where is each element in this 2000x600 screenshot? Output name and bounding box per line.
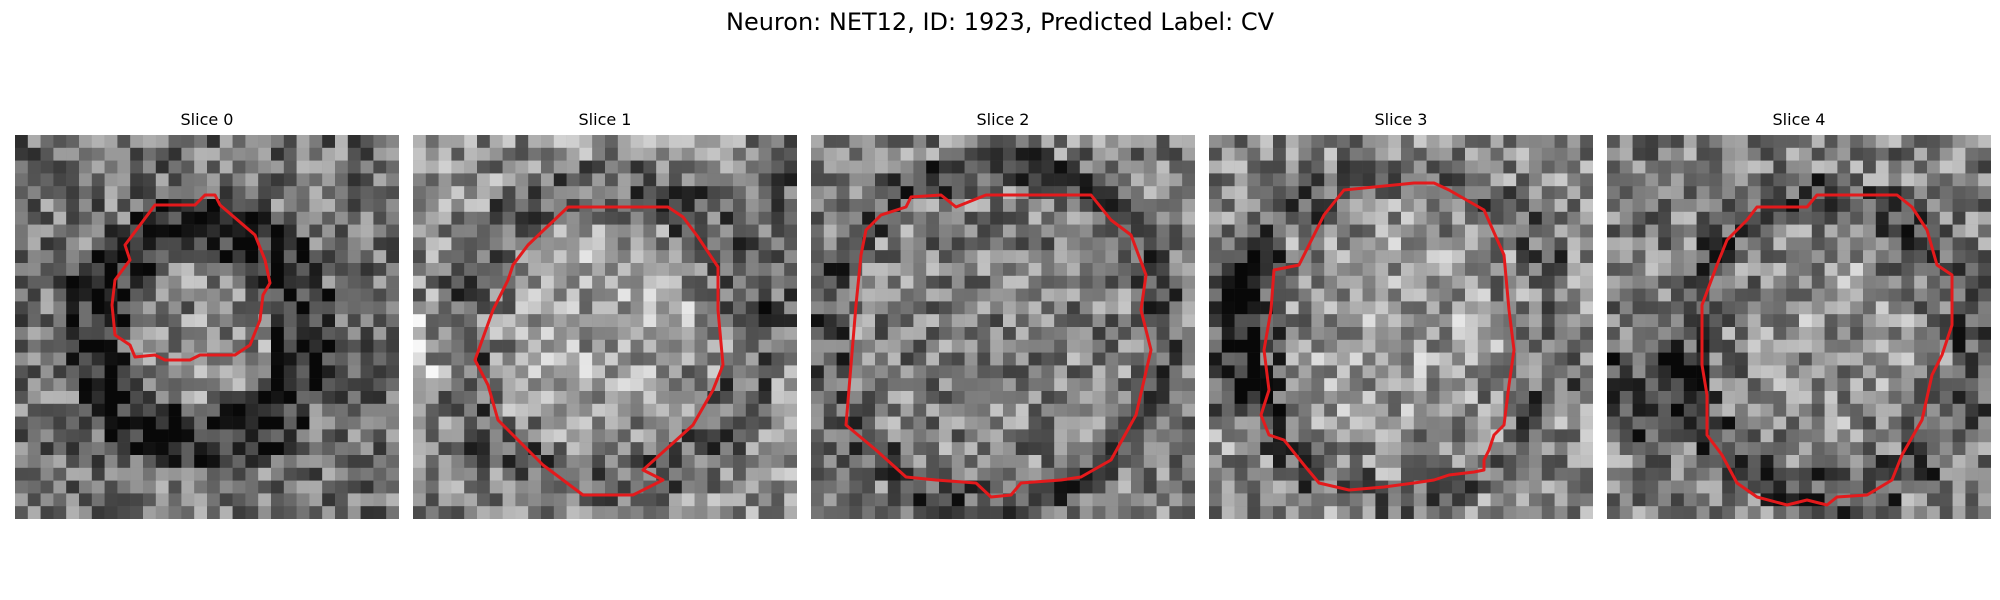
panel-slice-0: Slice 0 xyxy=(15,105,399,525)
slice-3-contour xyxy=(1259,181,1516,492)
slice-2-title: Slice 2 xyxy=(976,110,1030,129)
slice-0-svg xyxy=(15,135,399,519)
slice-1-pixels xyxy=(413,135,797,519)
panel-slice-4: Slice 4 xyxy=(1607,105,1991,525)
slice-3-title: Slice 3 xyxy=(1374,110,1428,129)
panel-slice-2: Slice 2 xyxy=(811,105,1195,525)
slice-0-title: Slice 0 xyxy=(180,110,234,129)
slice-1-svg xyxy=(413,135,797,519)
slice-3-svg xyxy=(1209,135,1593,519)
slice-2-svg xyxy=(811,135,1195,519)
slice-0-contour xyxy=(110,193,272,362)
slice-1-title: Slice 1 xyxy=(578,110,632,129)
slice-4-svg xyxy=(1607,135,1991,519)
figure-title: Neuron: NET12, ID: 1923, Predicted Label… xyxy=(726,8,1274,36)
slice-2-pixels xyxy=(811,135,1195,519)
panel-slice-1: Slice 1 xyxy=(413,105,797,525)
slice-2-contour xyxy=(844,193,1153,499)
slice-4-image xyxy=(1607,135,1991,519)
slice-4-title: Slice 4 xyxy=(1772,110,1826,129)
slice-4-pixels xyxy=(1607,135,1991,519)
slice-1-image xyxy=(413,135,797,519)
slice-2-image xyxy=(811,135,1195,519)
slice-4-contour xyxy=(1700,193,1954,507)
slice-3-pixels xyxy=(1209,135,1593,519)
slice-0-pixels xyxy=(15,135,399,519)
slice-0-image xyxy=(15,135,399,519)
slice-3-image xyxy=(1209,135,1593,519)
slice-1-contour xyxy=(473,205,725,497)
panel-slice-3: Slice 3 xyxy=(1209,105,1593,525)
